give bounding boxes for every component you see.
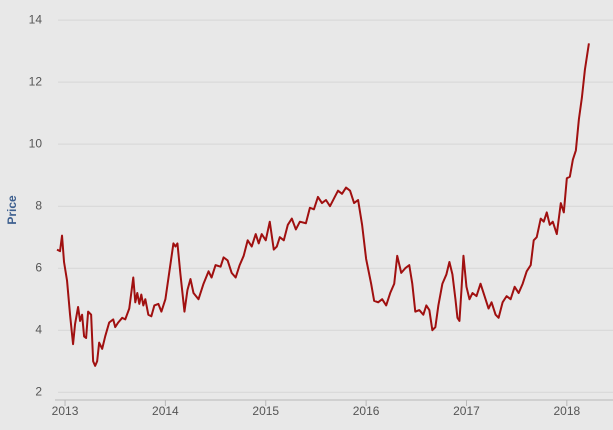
y-tick-label: 10 — [29, 136, 43, 150]
y-axis-title: Price — [5, 195, 19, 225]
x-tick-label: 2014 — [152, 404, 179, 418]
y-tick-label: 6 — [35, 260, 42, 274]
y-tick-label: 12 — [29, 74, 43, 88]
x-tick-label: 2017 — [453, 404, 480, 418]
y-tick-label: 14 — [29, 12, 43, 26]
y-tick-label: 4 — [35, 322, 42, 336]
x-tick-label: 2016 — [353, 404, 380, 418]
y-tick-label: 2 — [35, 384, 42, 398]
x-tick-label: 2013 — [52, 404, 79, 418]
y-tick-label: 8 — [35, 198, 42, 212]
x-tick-label: 2018 — [553, 404, 580, 418]
x-tick-label: 2015 — [252, 404, 279, 418]
price-line — [56, 43, 590, 367]
